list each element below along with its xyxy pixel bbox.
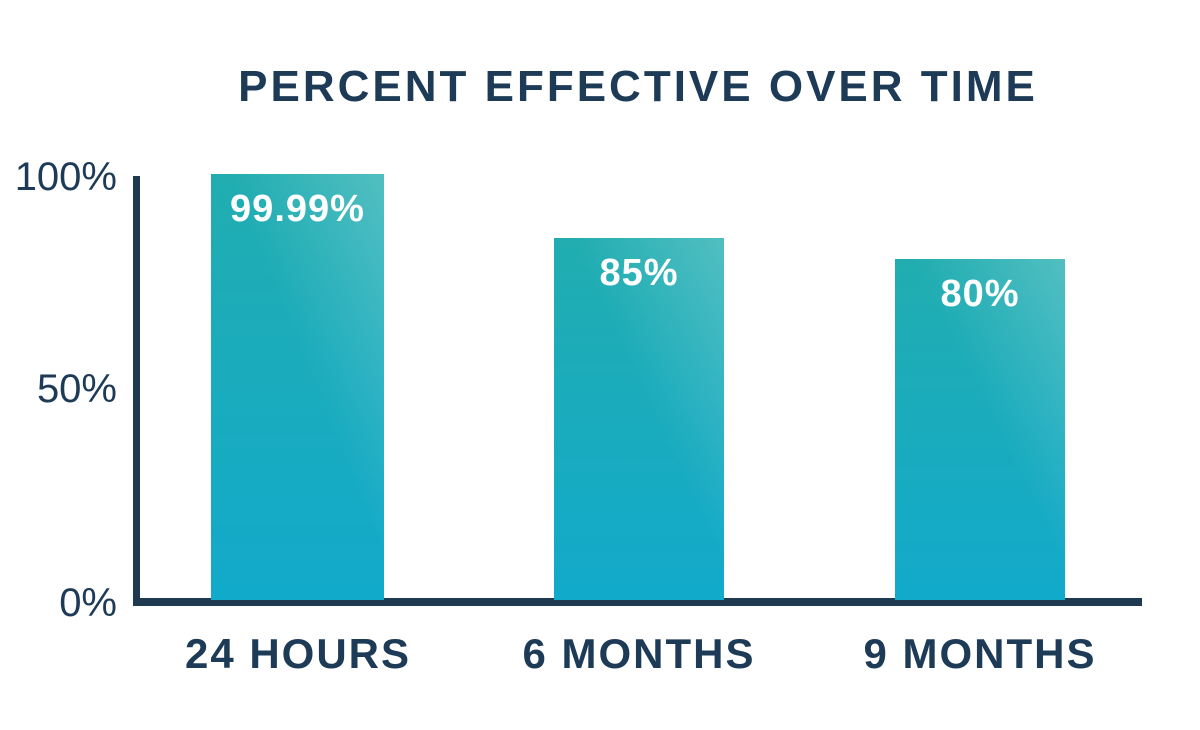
x-axis-label-24-hours: 24 HOURS bbox=[184, 630, 412, 677]
bar-6-months: 85% bbox=[554, 238, 724, 600]
y-axis-line bbox=[133, 176, 140, 606]
y-axis-tick-0: 0% bbox=[59, 581, 117, 625]
bar-value-label-24-hours: 99.99% bbox=[230, 188, 365, 230]
x-axis-label-6-months: 6 MONTHS bbox=[522, 630, 756, 677]
x-axis-line bbox=[133, 598, 1142, 606]
bar-value-label-6-months: 85% bbox=[599, 252, 679, 294]
y-axis-tick-50: 50% bbox=[36, 367, 117, 411]
bar-24-hours: 99.99% bbox=[211, 174, 384, 600]
x-axis-label-9-months: 9 MONTHS bbox=[863, 630, 1097, 677]
bar-9-months: 80% bbox=[895, 259, 1065, 600]
chart-title: PERCENT EFFECTIVE OVER TIME bbox=[238, 62, 1038, 111]
bar-value-label-9-months: 80% bbox=[940, 273, 1020, 315]
y-axis-tick-100: 100% bbox=[14, 155, 117, 199]
